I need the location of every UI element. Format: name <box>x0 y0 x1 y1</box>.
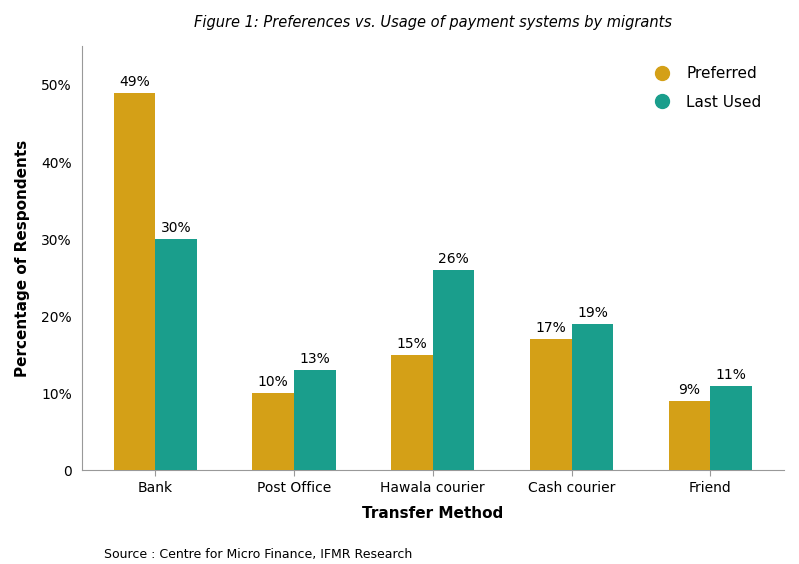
Title: Figure 1: Preferences vs. Usage of payment systems by migrants: Figure 1: Preferences vs. Usage of payme… <box>194 15 672 30</box>
Bar <box>155 239 197 470</box>
Text: 13%: 13% <box>300 352 330 366</box>
Legend: Preferred, Last Used: Preferred, Last Used <box>639 58 769 117</box>
Text: 49%: 49% <box>119 75 149 89</box>
Bar <box>571 324 614 470</box>
Text: 19%: 19% <box>577 306 608 320</box>
Bar <box>530 340 571 470</box>
Text: 17%: 17% <box>535 321 566 336</box>
Text: Source : Centre for Micro Finance, IFMR Research: Source : Centre for Micro Finance, IFMR … <box>104 548 412 561</box>
Y-axis label: Percentage of Respondents: Percentage of Respondents <box>15 140 30 377</box>
Text: 30%: 30% <box>161 221 191 235</box>
Bar <box>710 386 752 470</box>
Bar <box>392 355 433 470</box>
Bar <box>113 92 155 470</box>
Text: 11%: 11% <box>716 368 747 382</box>
Text: 26%: 26% <box>438 252 469 266</box>
Bar <box>294 370 336 470</box>
Bar <box>433 270 475 470</box>
Text: 10%: 10% <box>258 376 288 389</box>
X-axis label: Transfer Method: Transfer Method <box>362 506 503 521</box>
Bar <box>669 401 710 470</box>
Text: 15%: 15% <box>396 337 427 351</box>
Text: 9%: 9% <box>678 383 701 397</box>
Bar <box>252 393 294 470</box>
